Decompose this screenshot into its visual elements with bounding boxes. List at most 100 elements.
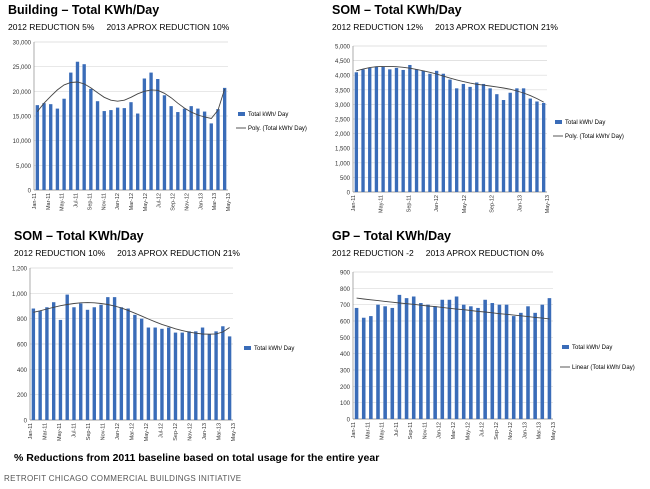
- bar: [519, 312, 523, 419]
- bar: [169, 106, 173, 190]
- x-tick-label: May-13: [226, 193, 232, 211]
- bar: [394, 67, 399, 192]
- bar: [119, 307, 124, 420]
- x-tick-label: May-12: [462, 195, 468, 213]
- bar: [180, 332, 184, 420]
- bar: [214, 331, 218, 420]
- bar: [187, 331, 191, 420]
- bar: [454, 296, 459, 419]
- x-tick-label: Jan-11: [32, 193, 38, 209]
- bar: [447, 299, 452, 419]
- bar: [31, 308, 36, 420]
- chart-2-reduction-2012: 2012 REDUCTION 12%: [332, 22, 424, 32]
- chart-1-subtitle: 2012 REDUCTION 5% 2013 APROX REDUCTION 10…: [8, 22, 241, 32]
- y-tick-label: 1,500: [335, 147, 351, 153]
- bar: [511, 316, 516, 419]
- y-tick-label: 600: [17, 343, 28, 349]
- bar: [35, 105, 40, 190]
- y-tick-label: 15,000: [13, 115, 32, 121]
- y-tick-label: 700: [340, 303, 351, 309]
- x-tick-label: May-11: [379, 195, 385, 213]
- bar: [126, 308, 130, 420]
- bar: [508, 92, 512, 192]
- x-tick-label: May-11: [60, 193, 66, 211]
- y-tick-label: 25,000: [13, 65, 32, 71]
- x-tick-label: Jan-11: [351, 422, 357, 438]
- bar: [419, 303, 423, 419]
- bar: [504, 304, 509, 419]
- y-tick-label: 3,000: [335, 103, 351, 109]
- x-tick-label: Sep-11: [87, 193, 93, 210]
- trend-line: [356, 297, 550, 320]
- x-tick-label: Sep-12: [490, 195, 496, 213]
- y-tick-label: 800: [17, 317, 28, 323]
- bar: [490, 303, 495, 419]
- bar: [408, 64, 412, 192]
- y-tick-label: 1,200: [12, 267, 28, 273]
- y-tick-label: 4,000: [335, 74, 351, 80]
- bar: [196, 108, 200, 190]
- y-tick-label: 500: [340, 336, 351, 342]
- bar: [38, 311, 42, 420]
- bar: [227, 336, 232, 420]
- chart-4: 0 100 200 300 400 500 600 700 800 900 Jan-11 Mar-11…: [340, 271, 635, 441]
- x-tick-label: Sep-12: [494, 422, 500, 440]
- x-tick-label: Jul-11: [72, 423, 78, 438]
- bar: [476, 307, 480, 419]
- x-tick-label: Sep-12: [173, 423, 179, 441]
- footnote: % Reductions from 2011 baseline based on…: [14, 452, 380, 464]
- bar: [95, 101, 100, 190]
- bar: [162, 95, 167, 190]
- y-tick-label: 0: [347, 418, 351, 424]
- x-tick-label: Jan-12: [115, 423, 121, 440]
- bar: [414, 69, 419, 192]
- bar: [428, 73, 432, 192]
- x-tick-label: Nov-11: [422, 422, 428, 439]
- bar: [160, 328, 164, 420]
- x-tick-label: Mar-12: [129, 193, 135, 210]
- chart-1: 0 5,000 10,000 15,000 20,000 25,000 30,000 Jan-…: [13, 41, 307, 212]
- bar: [483, 299, 487, 419]
- y-tick-label: 500: [340, 176, 351, 182]
- bar: [42, 103, 46, 190]
- x-tick-label: Mar-13: [212, 193, 218, 210]
- bar: [541, 102, 546, 192]
- bar: [202, 111, 207, 190]
- bar: [142, 78, 147, 190]
- chart-2-reduction-2013: 2013 APROX REDUCTION 21%: [435, 22, 558, 32]
- x-tick-label: Sep-11: [408, 422, 414, 439]
- bar: [404, 298, 409, 419]
- bar: [455, 88, 459, 192]
- y-tick-label: 3,500: [335, 88, 351, 94]
- bar: [109, 110, 113, 190]
- trend-line: [36, 81, 226, 120]
- y-tick-label: 0: [347, 191, 351, 197]
- bar: [381, 67, 385, 192]
- bar: [497, 304, 502, 419]
- chart-3-reduction-2013: 2013 APROX REDUCTION 21%: [117, 248, 240, 258]
- bar: [85, 309, 90, 420]
- chart-2-title: SOM – Total KWh/Day: [332, 3, 462, 17]
- x-tick-label: Jan-11: [351, 195, 357, 211]
- bar: [461, 83, 466, 192]
- bar: [182, 108, 187, 190]
- bar: [440, 299, 445, 419]
- bar: [112, 297, 117, 420]
- y-tick-label: 5,000: [335, 45, 351, 51]
- bar: [475, 82, 479, 192]
- legend-label-bars: Total kWh/ Day: [248, 112, 288, 118]
- bar: [368, 67, 372, 192]
- bar: [207, 333, 212, 420]
- bar: [139, 318, 144, 420]
- bar: [173, 332, 178, 420]
- legend-label-bars: Total kWh/ Day: [565, 120, 605, 126]
- bar: [501, 100, 506, 192]
- bar: [153, 327, 157, 420]
- legend-swatch-bars: [555, 120, 562, 124]
- bar: [99, 304, 103, 420]
- x-tick-label: May-11: [57, 423, 63, 441]
- bar: [55, 108, 60, 190]
- x-tick-label: Mar-13: [217, 423, 223, 440]
- x-tick-label: Mar-13: [537, 422, 543, 439]
- bar: [75, 61, 80, 190]
